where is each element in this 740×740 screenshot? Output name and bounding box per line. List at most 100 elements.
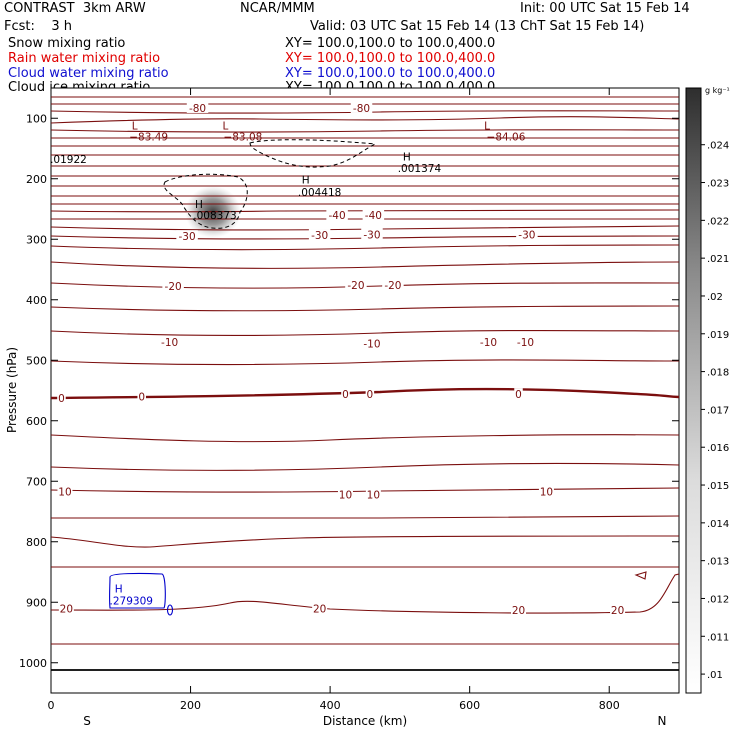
- extremum-label: .279309: [110, 595, 153, 607]
- legend-xy-cloud-water: XY= 100.0,100.0 to 100.0,400.0: [285, 66, 496, 81]
- colorbar-ticks: .01 .011 .012 .013 .014 .015 .016 .017 .018 .019.…: [701, 141, 729, 681]
- colorbar-tick-label: .01: [707, 670, 723, 681]
- colorbar-tick-label: .023: [707, 179, 729, 190]
- colorbar-tick-label: .021: [707, 254, 729, 265]
- cloud-ice-contour: [163, 173, 248, 229]
- contour-label: 20: [611, 605, 624, 617]
- contour-label-bg: [162, 279, 184, 291]
- contour-label-bg: [382, 279, 404, 291]
- contour-label-bg: [186, 101, 209, 113]
- cloud-ice-contour: [249, 139, 377, 168]
- isotherm-line: [50, 282, 680, 289]
- contour-label-bg: [511, 604, 527, 616]
- contour-label-bg: [345, 279, 367, 291]
- extremum-label: −84.06: [487, 131, 526, 143]
- contour-label-bg: [514, 336, 537, 348]
- contour-label: 20: [313, 603, 326, 615]
- contour-label-bg: [361, 337, 383, 349]
- colorbar: [685, 87, 702, 694]
- extremum-label: .004418: [298, 187, 341, 199]
- cloud-water-contour: [109, 572, 166, 609]
- extremum-label: .008373: [193, 210, 236, 222]
- contour-label: -10: [517, 337, 534, 349]
- contour-label: -10: [161, 337, 178, 349]
- contour-label: 0: [515, 389, 522, 401]
- y-tick-label: 100: [26, 112, 47, 125]
- contour-label-bg: [361, 228, 383, 240]
- contour-label-bg: [137, 390, 146, 402]
- x-tick-label: 200: [180, 699, 201, 712]
- colorbar-tick-label: .022: [707, 216, 729, 227]
- x-tick-label: 400: [320, 699, 341, 712]
- contour-label-bg: [365, 388, 375, 400]
- colorbar-unit: g kg⁻¹: [705, 86, 730, 95]
- isotherm-line: [50, 359, 680, 366]
- contour-label: 10: [540, 487, 553, 499]
- colorbar-tick-label: .011: [707, 632, 729, 643]
- contour-label-bg: [308, 229, 331, 241]
- x-tick-label: 800: [599, 699, 620, 712]
- legend-label-rain: Rain water mixing ratio: [8, 51, 161, 66]
- extremum-label: H: [403, 151, 411, 163]
- x-tick-label: 600: [459, 699, 480, 712]
- contour-label-bg: [516, 228, 538, 240]
- x-axis-label: Distance (km): [323, 714, 407, 728]
- colorbar-tick-label: .024: [707, 141, 729, 152]
- contour-label: -20: [347, 280, 364, 292]
- x-end-label-south: S: [83, 714, 91, 728]
- contour-label: -40: [365, 210, 382, 222]
- isotherm-line: [50, 305, 680, 312]
- isotherm-line: [50, 462, 680, 471]
- contour-label-bg: [337, 488, 353, 500]
- y-tick-label: 200: [26, 173, 47, 186]
- isotherm-contours: [50, 96, 680, 671]
- contour-label: -20: [384, 280, 401, 292]
- extremum-label: L: [223, 121, 229, 133]
- extremum-label: L: [132, 121, 138, 133]
- isotherm-line: [50, 116, 680, 124]
- y-tick-label: 700: [26, 475, 47, 488]
- contour-label: -30: [311, 230, 328, 242]
- extremum-label: L: [484, 121, 490, 133]
- y-axis-label: Pressure (hPa): [5, 347, 19, 433]
- colorbar-tick-label: .017: [707, 405, 729, 416]
- colorbar-tick-label: .016: [707, 443, 729, 454]
- colorbar-tick-label: .018: [707, 368, 729, 379]
- contour-label: -80: [189, 103, 206, 115]
- colorbar-tick-label: .013: [707, 557, 729, 568]
- contour-label-bg: [312, 602, 328, 614]
- extremum-label: .001374: [398, 163, 442, 175]
- colorbar-tick-label: .014: [707, 519, 729, 530]
- contour-label: 10: [339, 490, 352, 502]
- extremum-label: H: [115, 583, 123, 595]
- extrema-labels: L−83.49L−83.08L−84.06.01922 H.001374H.004…: [50, 121, 526, 608]
- y-tick-label: 300: [26, 233, 47, 246]
- contour-label-bg: [57, 391, 66, 403]
- contour-label: 0: [342, 389, 349, 401]
- x-tick-label: 0: [48, 699, 55, 712]
- contour-label-bg: [350, 101, 373, 113]
- contour-label: 0: [367, 389, 374, 401]
- y-tick-label: 1000: [19, 657, 47, 670]
- contour-label: -10: [363, 338, 380, 350]
- contour-label-bg: [341, 388, 350, 400]
- isotherm-line: [50, 535, 680, 548]
- contour-label-bg: [477, 336, 500, 348]
- contour-label: 0: [58, 393, 65, 405]
- extremum-label: .01922: [50, 154, 87, 166]
- contour-label: 10: [367, 490, 380, 502]
- cloud-water-contours: [109, 572, 174, 616]
- cloud-water-contour: [166, 604, 174, 616]
- contour-label-bg: [362, 209, 385, 221]
- extremum-label: −83.49: [129, 131, 168, 143]
- isotherm-line: [50, 110, 680, 114]
- contour-labels: -80 -80-40 -40-30 -30 -30 -30-20 -20 -20-10 -10-…: [57, 101, 626, 617]
- x-axis: 0 200 400 600 800: [48, 88, 620, 712]
- legend-xy-rain: XY= 100.0,100.0 to 100.0,400.0: [285, 51, 496, 66]
- valid-time: Valid: 03 UTC Sat 15 Feb 14 (13 ChT Sat …: [310, 19, 645, 34]
- contour-label: -30: [518, 229, 535, 241]
- y-tick-label: 900: [26, 596, 47, 609]
- legend-label-snow: Snow mixing ratio: [8, 36, 126, 51]
- contour-label-bg: [58, 602, 74, 614]
